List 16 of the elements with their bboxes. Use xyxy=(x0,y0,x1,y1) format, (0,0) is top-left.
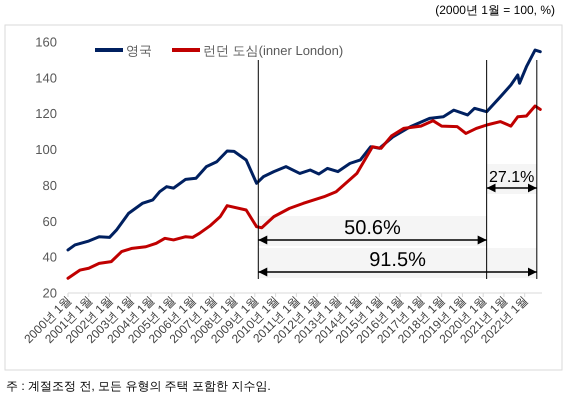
line-series xyxy=(66,104,542,280)
band-label: 91.5% xyxy=(369,249,426,271)
y-tick-label: 120 xyxy=(35,106,57,122)
band-label: 50.6% xyxy=(344,217,402,239)
y-tick-label: 60 xyxy=(42,214,57,229)
y-tick-label: 80 xyxy=(42,178,57,193)
y-tick-label: 100 xyxy=(35,142,57,158)
text: 주 : 계절조정 전, 모든 유형의 주택 포함한 지수임. xyxy=(6,379,271,393)
band-label: 27.1% xyxy=(489,169,534,186)
y-tick-label: 20 xyxy=(42,286,57,300)
y-tick-label: 160 xyxy=(35,34,57,50)
legend-label: 런던 도심(inner London) xyxy=(203,43,344,58)
y-tick-label: 40 xyxy=(42,250,57,265)
y-tick-label: 140 xyxy=(35,70,57,86)
text: (2000년 1월 = 100, %) xyxy=(435,3,555,17)
legend-label: 영국 xyxy=(126,43,152,58)
